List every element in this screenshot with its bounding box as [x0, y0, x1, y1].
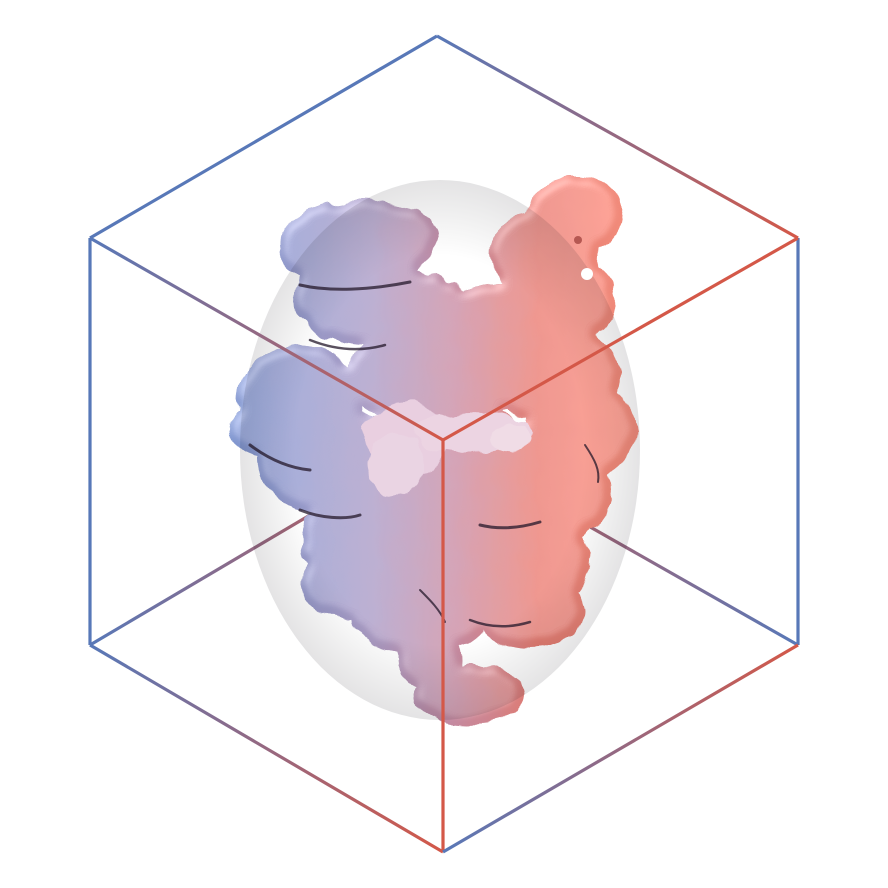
- cube-edge-bottom-right: [442, 643, 799, 854]
- cube-edge-inner-right: [442, 236, 799, 442]
- surface-shade: [240, 180, 640, 720]
- cube-front-edges: [88, 34, 800, 854]
- cube-edge-top-left: [89, 34, 438, 240]
- cube-edge-top-right: [436, 34, 799, 240]
- cube-edge-bottom-left: [89, 643, 444, 854]
- surface-hole: [581, 268, 593, 280]
- protein-surface: [230, 177, 640, 725]
- cube-edge-inner-left: [89, 236, 444, 442]
